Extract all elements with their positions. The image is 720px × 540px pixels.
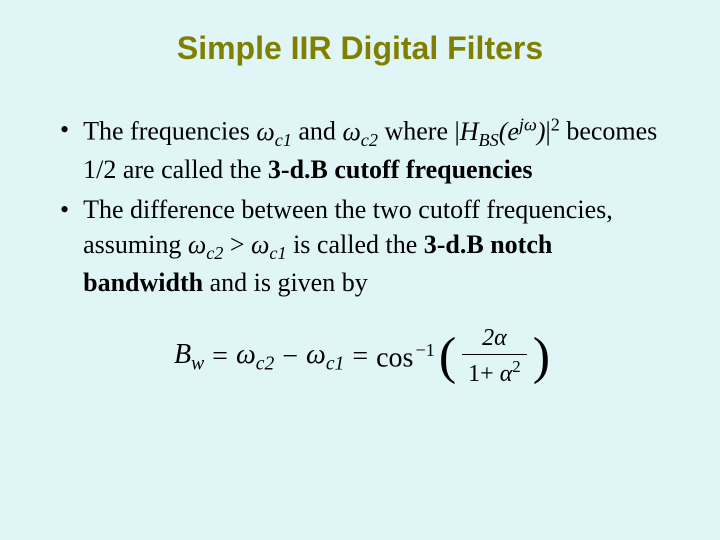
bullet-2-text: The difference between the two cutoff fr… bbox=[83, 192, 670, 301]
equals-sign: = bbox=[212, 341, 228, 373]
fraction-denominator: 1+ α2 bbox=[462, 355, 527, 388]
text-part: is called the bbox=[287, 230, 424, 259]
omega-c2: ωc2 bbox=[342, 117, 378, 146]
minus-sign: − bbox=[282, 341, 298, 373]
omega-c2-term: ωc2 bbox=[236, 339, 274, 376]
hbs-expression: |HBS(ejω)|2 bbox=[454, 117, 559, 146]
text-part: The frequencies bbox=[83, 117, 256, 146]
bullet-2: • The difference between the two cutoff … bbox=[60, 192, 670, 301]
cos-inverse: cos−1 bbox=[376, 340, 435, 374]
left-paren-icon: ( bbox=[439, 336, 456, 378]
paren-fraction: ( 2α 1+ α2 ) bbox=[439, 325, 550, 388]
slide-content: • The frequencies ωc1 and ωc2 where |HBS… bbox=[50, 112, 670, 300]
text-part: and is given by bbox=[203, 268, 368, 297]
text-part: where bbox=[378, 117, 455, 146]
fraction: 2α 1+ α2 bbox=[462, 325, 527, 388]
bullet-1: • The frequencies ωc1 and ωc2 where |HBS… bbox=[60, 112, 670, 188]
equals-sign: = bbox=[352, 341, 368, 373]
omega-c1: ωc1 bbox=[256, 117, 292, 146]
text-part: and bbox=[292, 117, 343, 146]
bullet-marker: • bbox=[60, 112, 69, 188]
bold-term: 3-d.B cutoff frequencies bbox=[268, 155, 533, 184]
bullet-1-text: The frequencies ωc1 and ωc2 where |HBS(e… bbox=[83, 112, 670, 188]
fraction-numerator: 2α bbox=[474, 325, 515, 354]
omega-inequality: ωc2 > ωc1 bbox=[188, 230, 287, 259]
slide-title: Simple IIR Digital Filters bbox=[50, 30, 670, 67]
Bw-symbol: Bw bbox=[174, 339, 204, 376]
bandwidth-equation: Bw = ωc2 − ωc1 = cos−1 ( 2α 1+ α2 ) bbox=[170, 325, 550, 388]
right-paren-icon: ) bbox=[533, 336, 550, 378]
bullet-marker: • bbox=[60, 192, 69, 301]
equation-block: Bw = ωc2 − ωc1 = cos−1 ( 2α 1+ α2 ) bbox=[50, 325, 670, 388]
omega-c1-term: ωc1 bbox=[306, 339, 344, 376]
